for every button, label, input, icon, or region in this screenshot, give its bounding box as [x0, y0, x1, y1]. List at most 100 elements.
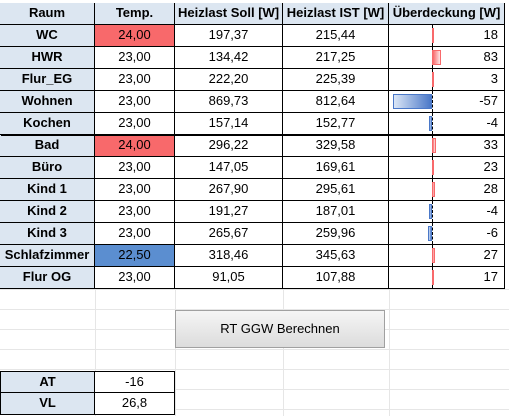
ueberdeckung-value: 83 — [483, 49, 498, 64]
room-name: Bad — [0, 135, 95, 157]
empty-gridline — [0, 289, 509, 290]
heizlast-soll-cell: 191,27 — [175, 201, 283, 223]
empty-gridline — [0, 409, 509, 410]
ueberdeckung-value: -6 — [486, 225, 498, 240]
ueberdeckung-value: 18 — [483, 27, 498, 42]
temperature-cell[interactable]: 23,00 — [95, 91, 175, 113]
param-value[interactable]: 26,8 — [95, 393, 175, 415]
ueberdeckung-cell: 18 — [389, 25, 505, 47]
room-name: Kind 3 — [0, 223, 95, 245]
rt-ggw-berechnen-button[interactable]: RT GGW Berechnen — [175, 310, 385, 348]
room-name: Wohnen — [0, 91, 95, 113]
heizlast-ist-cell: 259,96 — [283, 223, 389, 245]
temperature-cell[interactable]: 23,00 — [95, 69, 175, 91]
databar-negative — [429, 204, 432, 219]
room-name: WC — [0, 25, 95, 47]
header-raum: Raum — [0, 3, 95, 25]
heizlast-ist-cell: 295,61 — [283, 179, 389, 201]
temperature-cell[interactable]: 23,00 — [95, 113, 175, 135]
empty-gridline — [95, 289, 96, 416]
databar-positive — [431, 270, 434, 285]
ueberdeckung-cell: 3 — [389, 69, 505, 91]
heizlast-soll-cell: 222,20 — [175, 69, 283, 91]
heizlast-soll-cell: 267,90 — [175, 179, 283, 201]
databar-positive — [431, 50, 441, 65]
databar-positive — [431, 138, 436, 153]
ueberdeckung-cell: -4 — [389, 113, 505, 135]
ueberdeckung-cell: 33 — [389, 135, 505, 157]
temperature-cell[interactable]: 24,00 — [95, 25, 175, 47]
temperature-cell[interactable]: 23,00 — [95, 201, 175, 223]
heizlast-ist-cell: 225,39 — [283, 69, 389, 91]
heizlast-soll-cell: 318,46 — [175, 245, 283, 267]
heizlast-soll-cell: 157,14 — [175, 113, 283, 135]
heizlast-ist-cell: 187,01 — [283, 201, 389, 223]
ueberdeckung-cell: 27 — [389, 245, 505, 267]
temperature-cell[interactable]: 23,00 — [95, 179, 175, 201]
room-name: Kochen — [0, 113, 95, 135]
heizlast-soll-cell: 265,67 — [175, 223, 283, 245]
heizlast-soll-cell: 197,37 — [175, 25, 283, 47]
room-name: Kind 2 — [0, 201, 95, 223]
heizlast-ist-cell: 107,88 — [283, 267, 389, 289]
databar-positive — [431, 28, 434, 43]
room-name: Kind 1 — [0, 179, 95, 201]
heizlast-soll-cell: 134,42 — [175, 47, 283, 69]
temperature-cell[interactable]: 23,00 — [95, 267, 175, 289]
heizlast-ist-cell: 152,77 — [283, 113, 389, 135]
header-temp: Temp. — [95, 3, 175, 25]
param-label: AT — [0, 371, 95, 393]
room-name: Flur OG — [0, 267, 95, 289]
databar-positive — [431, 72, 434, 87]
header-heizlast-ist: Heizlast IST [W] — [283, 3, 389, 25]
ueberdeckung-value: -4 — [486, 203, 498, 218]
databar-axis — [431, 201, 433, 222]
param-label: VL — [0, 393, 95, 415]
ueberdeckung-cell: -4 — [389, 201, 505, 223]
temperature-cell[interactable]: 22,50 — [95, 245, 175, 267]
heizlast-soll-cell: 869,73 — [175, 91, 283, 113]
ueberdeckung-cell: -6 — [389, 223, 505, 245]
heizlast-ist-cell: 217,25 — [283, 47, 389, 69]
section-separator — [1, 134, 505, 136]
temperature-cell[interactable]: 23,00 — [95, 47, 175, 69]
databar-axis — [431, 113, 433, 134]
ueberdeckung-value: -57 — [479, 93, 498, 108]
param-value[interactable]: -16 — [95, 371, 175, 393]
ueberdeckung-cell: 28 — [389, 179, 505, 201]
heizlast-ist-cell: 345,63 — [283, 245, 389, 267]
heizlast-soll-cell: 91,05 — [175, 267, 283, 289]
databar-axis — [431, 91, 433, 112]
empty-gridline — [0, 389, 509, 390]
empty-gridline — [0, 369, 509, 370]
room-name: Büro — [0, 157, 95, 179]
ueberdeckung-value: 27 — [483, 247, 498, 262]
databar-negative — [427, 226, 432, 241]
temperature-cell[interactable]: 23,00 — [95, 157, 175, 179]
databar-negative — [393, 94, 432, 109]
databar-axis — [431, 223, 433, 244]
heizlast-ist-cell: 169,61 — [283, 157, 389, 179]
databar-negative — [429, 116, 432, 131]
ueberdeckung-value: 23 — [483, 159, 498, 174]
ueberdeckung-value: -4 — [486, 115, 498, 130]
header-heizlast-soll: Heizlast Soll [W] — [175, 3, 283, 25]
heizlast-ist-cell: 215,44 — [283, 25, 389, 47]
ueberdeckung-cell: 83 — [389, 47, 505, 69]
empty-gridline — [0, 349, 509, 350]
heizlast-ist-cell: 329,58 — [283, 135, 389, 157]
temperature-cell[interactable]: 23,00 — [95, 223, 175, 245]
databar-positive — [431, 248, 435, 263]
empty-gridline — [389, 289, 390, 416]
header-ueberdeckung: Überdeckung [W] — [389, 3, 505, 25]
empty-gridline — [0, 309, 509, 310]
empty-gridline — [283, 289, 284, 416]
ueberdeckung-value: 3 — [490, 71, 498, 86]
temperature-cell[interactable]: 24,00 — [95, 135, 175, 157]
heizlast-soll-cell: 296,22 — [175, 135, 283, 157]
ueberdeckung-value: 17 — [483, 269, 498, 284]
ueberdeckung-cell: -57 — [389, 91, 505, 113]
ueberdeckung-value: 28 — [483, 181, 498, 196]
ueberdeckung-cell: 17 — [389, 267, 505, 289]
